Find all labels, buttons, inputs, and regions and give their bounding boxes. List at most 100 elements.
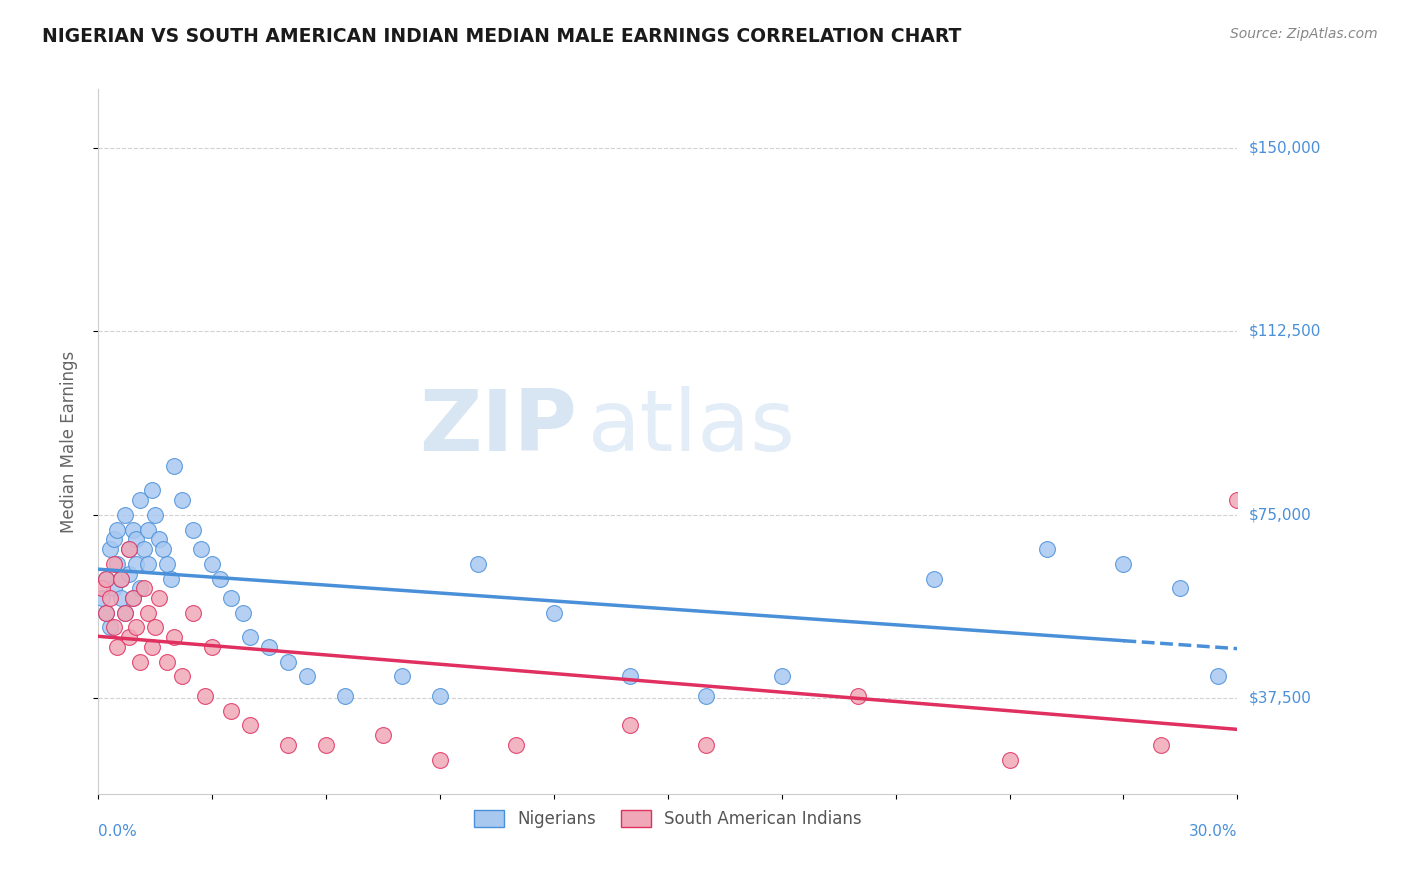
Legend: Nigerians, South American Indians: Nigerians, South American Indians <box>467 804 869 835</box>
Point <box>163 630 186 644</box>
Point <box>1170 582 1192 596</box>
Text: $37,500: $37,500 <box>1249 691 1312 706</box>
Point <box>118 630 141 644</box>
Point <box>148 591 170 606</box>
Point <box>129 582 152 596</box>
Point <box>183 606 205 620</box>
Point <box>194 689 217 703</box>
Point <box>277 655 299 669</box>
Point <box>1112 557 1135 571</box>
Point <box>132 542 155 557</box>
Point <box>239 630 262 644</box>
Point <box>114 508 136 522</box>
Point <box>114 606 136 620</box>
Point <box>125 620 148 634</box>
Point <box>141 483 163 498</box>
Point <box>118 542 141 557</box>
Point <box>152 542 174 557</box>
Point <box>1036 542 1059 557</box>
Point <box>1226 493 1249 508</box>
Point <box>103 582 125 596</box>
Point <box>125 533 148 547</box>
Point <box>98 620 121 634</box>
Point <box>110 591 132 606</box>
Text: 30.0%: 30.0% <box>1189 824 1237 839</box>
Point <box>619 669 641 683</box>
Point <box>221 704 243 718</box>
Point <box>121 591 143 606</box>
Point <box>141 640 163 654</box>
Text: NIGERIAN VS SOUTH AMERICAN INDIAN MEDIAN MALE EARNINGS CORRELATION CHART: NIGERIAN VS SOUTH AMERICAN INDIAN MEDIAN… <box>42 27 962 45</box>
Point <box>159 572 181 586</box>
Point <box>107 557 129 571</box>
Point <box>129 493 152 508</box>
Point <box>259 640 281 654</box>
Point <box>156 655 179 669</box>
Point <box>315 738 337 752</box>
Text: ZIP: ZIP <box>419 386 576 469</box>
Point <box>121 523 143 537</box>
Point <box>998 753 1021 767</box>
Point <box>110 572 132 586</box>
Point <box>922 572 945 586</box>
Point <box>98 591 121 606</box>
Point <box>145 508 167 522</box>
Point <box>1150 738 1173 752</box>
Point <box>505 738 527 752</box>
Point <box>277 738 299 752</box>
Point <box>391 669 413 683</box>
Point <box>129 655 152 669</box>
Point <box>239 718 262 732</box>
Point <box>170 493 193 508</box>
Text: 0.0%: 0.0% <box>98 824 138 839</box>
Point <box>125 557 148 571</box>
Point <box>148 533 170 547</box>
Point <box>114 606 136 620</box>
Point <box>91 582 114 596</box>
Text: $112,500: $112,500 <box>1249 324 1320 339</box>
Point <box>91 591 114 606</box>
Point <box>94 572 117 586</box>
Text: atlas: atlas <box>588 386 796 469</box>
Point <box>132 582 155 596</box>
Point <box>1208 669 1230 683</box>
Point <box>145 620 167 634</box>
Point <box>94 606 117 620</box>
Point <box>103 620 125 634</box>
Point <box>335 689 357 703</box>
Point <box>94 606 117 620</box>
Point <box>429 689 451 703</box>
Point <box>170 669 193 683</box>
Point <box>103 557 125 571</box>
Point <box>190 542 212 557</box>
Point <box>221 591 243 606</box>
Y-axis label: Median Male Earnings: Median Male Earnings <box>59 351 77 533</box>
Point <box>846 689 869 703</box>
Point <box>94 572 117 586</box>
Point <box>118 566 141 581</box>
Point <box>695 738 717 752</box>
Point <box>136 557 159 571</box>
Point <box>619 718 641 732</box>
Point <box>695 689 717 703</box>
Point <box>136 523 159 537</box>
Point <box>371 728 394 742</box>
Point <box>107 523 129 537</box>
Point <box>107 640 129 654</box>
Point <box>429 753 451 767</box>
Point <box>201 640 224 654</box>
Point <box>163 458 186 473</box>
Point <box>98 542 121 557</box>
Point <box>110 572 132 586</box>
Text: Source: ZipAtlas.com: Source: ZipAtlas.com <box>1230 27 1378 41</box>
Point <box>232 606 254 620</box>
Point <box>103 533 125 547</box>
Point <box>208 572 231 586</box>
Point <box>201 557 224 571</box>
Text: $150,000: $150,000 <box>1249 140 1320 155</box>
Point <box>121 591 143 606</box>
Point <box>467 557 489 571</box>
Point <box>183 523 205 537</box>
Point <box>156 557 179 571</box>
Text: $75,000: $75,000 <box>1249 508 1312 523</box>
